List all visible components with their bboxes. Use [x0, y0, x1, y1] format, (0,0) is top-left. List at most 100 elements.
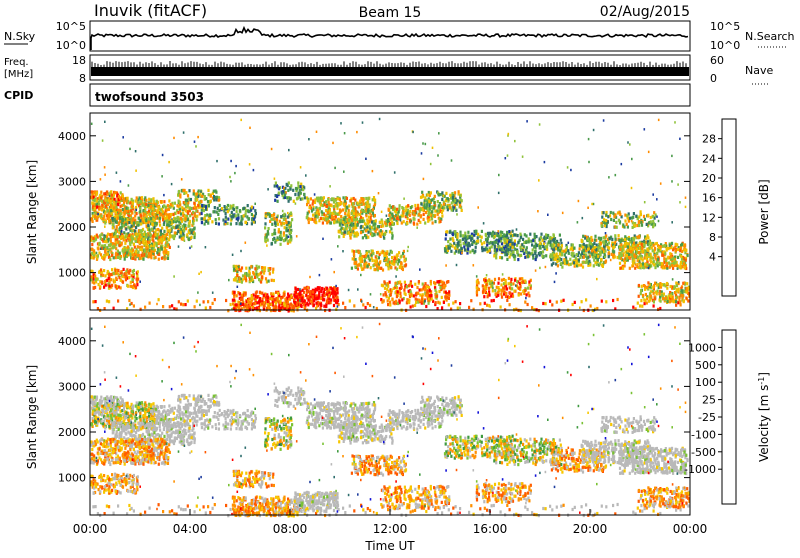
- power-cell: [413, 221, 415, 224]
- power-cell: [147, 217, 149, 220]
- power-cell: [342, 208, 344, 211]
- power-cell: [117, 235, 119, 238]
- power-cell: [141, 196, 143, 199]
- power-cell: [204, 195, 206, 198]
- power-cell: [601, 258, 603, 261]
- power-cell: [456, 199, 458, 202]
- power-cell: [207, 222, 209, 225]
- power-cell: [387, 303, 389, 306]
- power-cell: [362, 236, 364, 239]
- power-cell: [402, 214, 404, 217]
- power-cell: [307, 295, 309, 298]
- power-cell: [425, 305, 427, 308]
- power-cell: [352, 207, 354, 210]
- power-cell: [322, 204, 324, 207]
- power-cell: [571, 252, 573, 255]
- power-cell: [233, 299, 235, 302]
- power-cell: [283, 239, 285, 242]
- power-cell: [180, 217, 182, 220]
- power-cell: [196, 218, 198, 221]
- power-cell: [160, 233, 162, 236]
- power-cell: [117, 217, 119, 220]
- power-cell: [212, 302, 214, 305]
- power-cell: [344, 231, 346, 234]
- power-cell: [361, 209, 363, 212]
- power-cell: [183, 192, 185, 195]
- power-cell: [111, 233, 113, 236]
- power-cell: [420, 208, 422, 211]
- power-cell: [449, 194, 451, 197]
- power-cell: [284, 304, 286, 307]
- power-cell: [391, 220, 393, 223]
- power-cell: [387, 282, 389, 285]
- power-cell: [360, 216, 362, 219]
- power-cell: [264, 266, 266, 269]
- power-cell: [369, 225, 371, 228]
- power-cell: [117, 241, 119, 244]
- power-cell: [560, 300, 562, 303]
- power-cell: [122, 208, 124, 211]
- power-cell: [396, 217, 398, 220]
- power-cell: [327, 198, 329, 201]
- power-cell: [280, 215, 282, 218]
- power-cell: [96, 206, 98, 209]
- power-cell: [508, 277, 510, 280]
- power-cell: [325, 305, 327, 308]
- power-cell: [254, 267, 256, 270]
- power-cell: [157, 207, 159, 210]
- power-cell: [271, 242, 273, 245]
- power-cell: [168, 208, 170, 211]
- power-cell: [360, 231, 362, 234]
- power-cell: [404, 209, 406, 212]
- power-cell: [371, 233, 373, 236]
- power-cell: [377, 232, 379, 235]
- power-cell: [236, 217, 238, 220]
- power-cell: [313, 220, 315, 223]
- power-cell: [121, 242, 123, 245]
- power-cell: [99, 234, 101, 237]
- power-cell: [135, 240, 137, 243]
- power-cell: [236, 206, 238, 209]
- power-cell: [657, 308, 659, 311]
- power-cell: [531, 306, 533, 309]
- power-cell: [414, 304, 416, 307]
- power-cell: [185, 217, 187, 220]
- power-cell: [433, 281, 435, 284]
- power-cell: [232, 204, 234, 207]
- power-cell: [504, 287, 506, 290]
- power-cell: [145, 199, 147, 202]
- power-cell: [406, 222, 408, 225]
- power-cell: [353, 218, 355, 221]
- power-cell: [137, 201, 139, 204]
- power-cell: [579, 247, 581, 250]
- power-cell: [424, 221, 426, 224]
- power-cell: [275, 301, 277, 304]
- power-cell: [208, 193, 210, 196]
- power-cell: [241, 266, 243, 269]
- power-cell: [113, 307, 115, 310]
- power-cell: [385, 222, 387, 225]
- power-cell: [545, 233, 547, 236]
- power-cell: [420, 215, 422, 218]
- power-cell: [241, 303, 243, 306]
- cpid-value: twofsound 3503: [95, 90, 204, 104]
- power-cell: [278, 192, 280, 195]
- power-cell: [510, 235, 512, 238]
- power-cell: [267, 300, 269, 303]
- power-cell: [95, 212, 97, 215]
- power-cell: [141, 254, 143, 257]
- power-cell: [507, 248, 509, 251]
- power-cell: [348, 212, 350, 215]
- power-cell: [328, 298, 330, 301]
- power-cell: [385, 252, 387, 255]
- power-cell: [637, 302, 639, 305]
- power-cell: [207, 200, 209, 203]
- nsearch-tick-bottom: 10^0: [710, 39, 740, 52]
- power-cell: [521, 243, 523, 246]
- power-cell: [91, 256, 93, 259]
- power-cell: [163, 250, 165, 253]
- power-cell: [526, 246, 528, 249]
- power-cell: [360, 263, 362, 266]
- power-cell: [424, 206, 426, 209]
- power-cell: [145, 203, 147, 206]
